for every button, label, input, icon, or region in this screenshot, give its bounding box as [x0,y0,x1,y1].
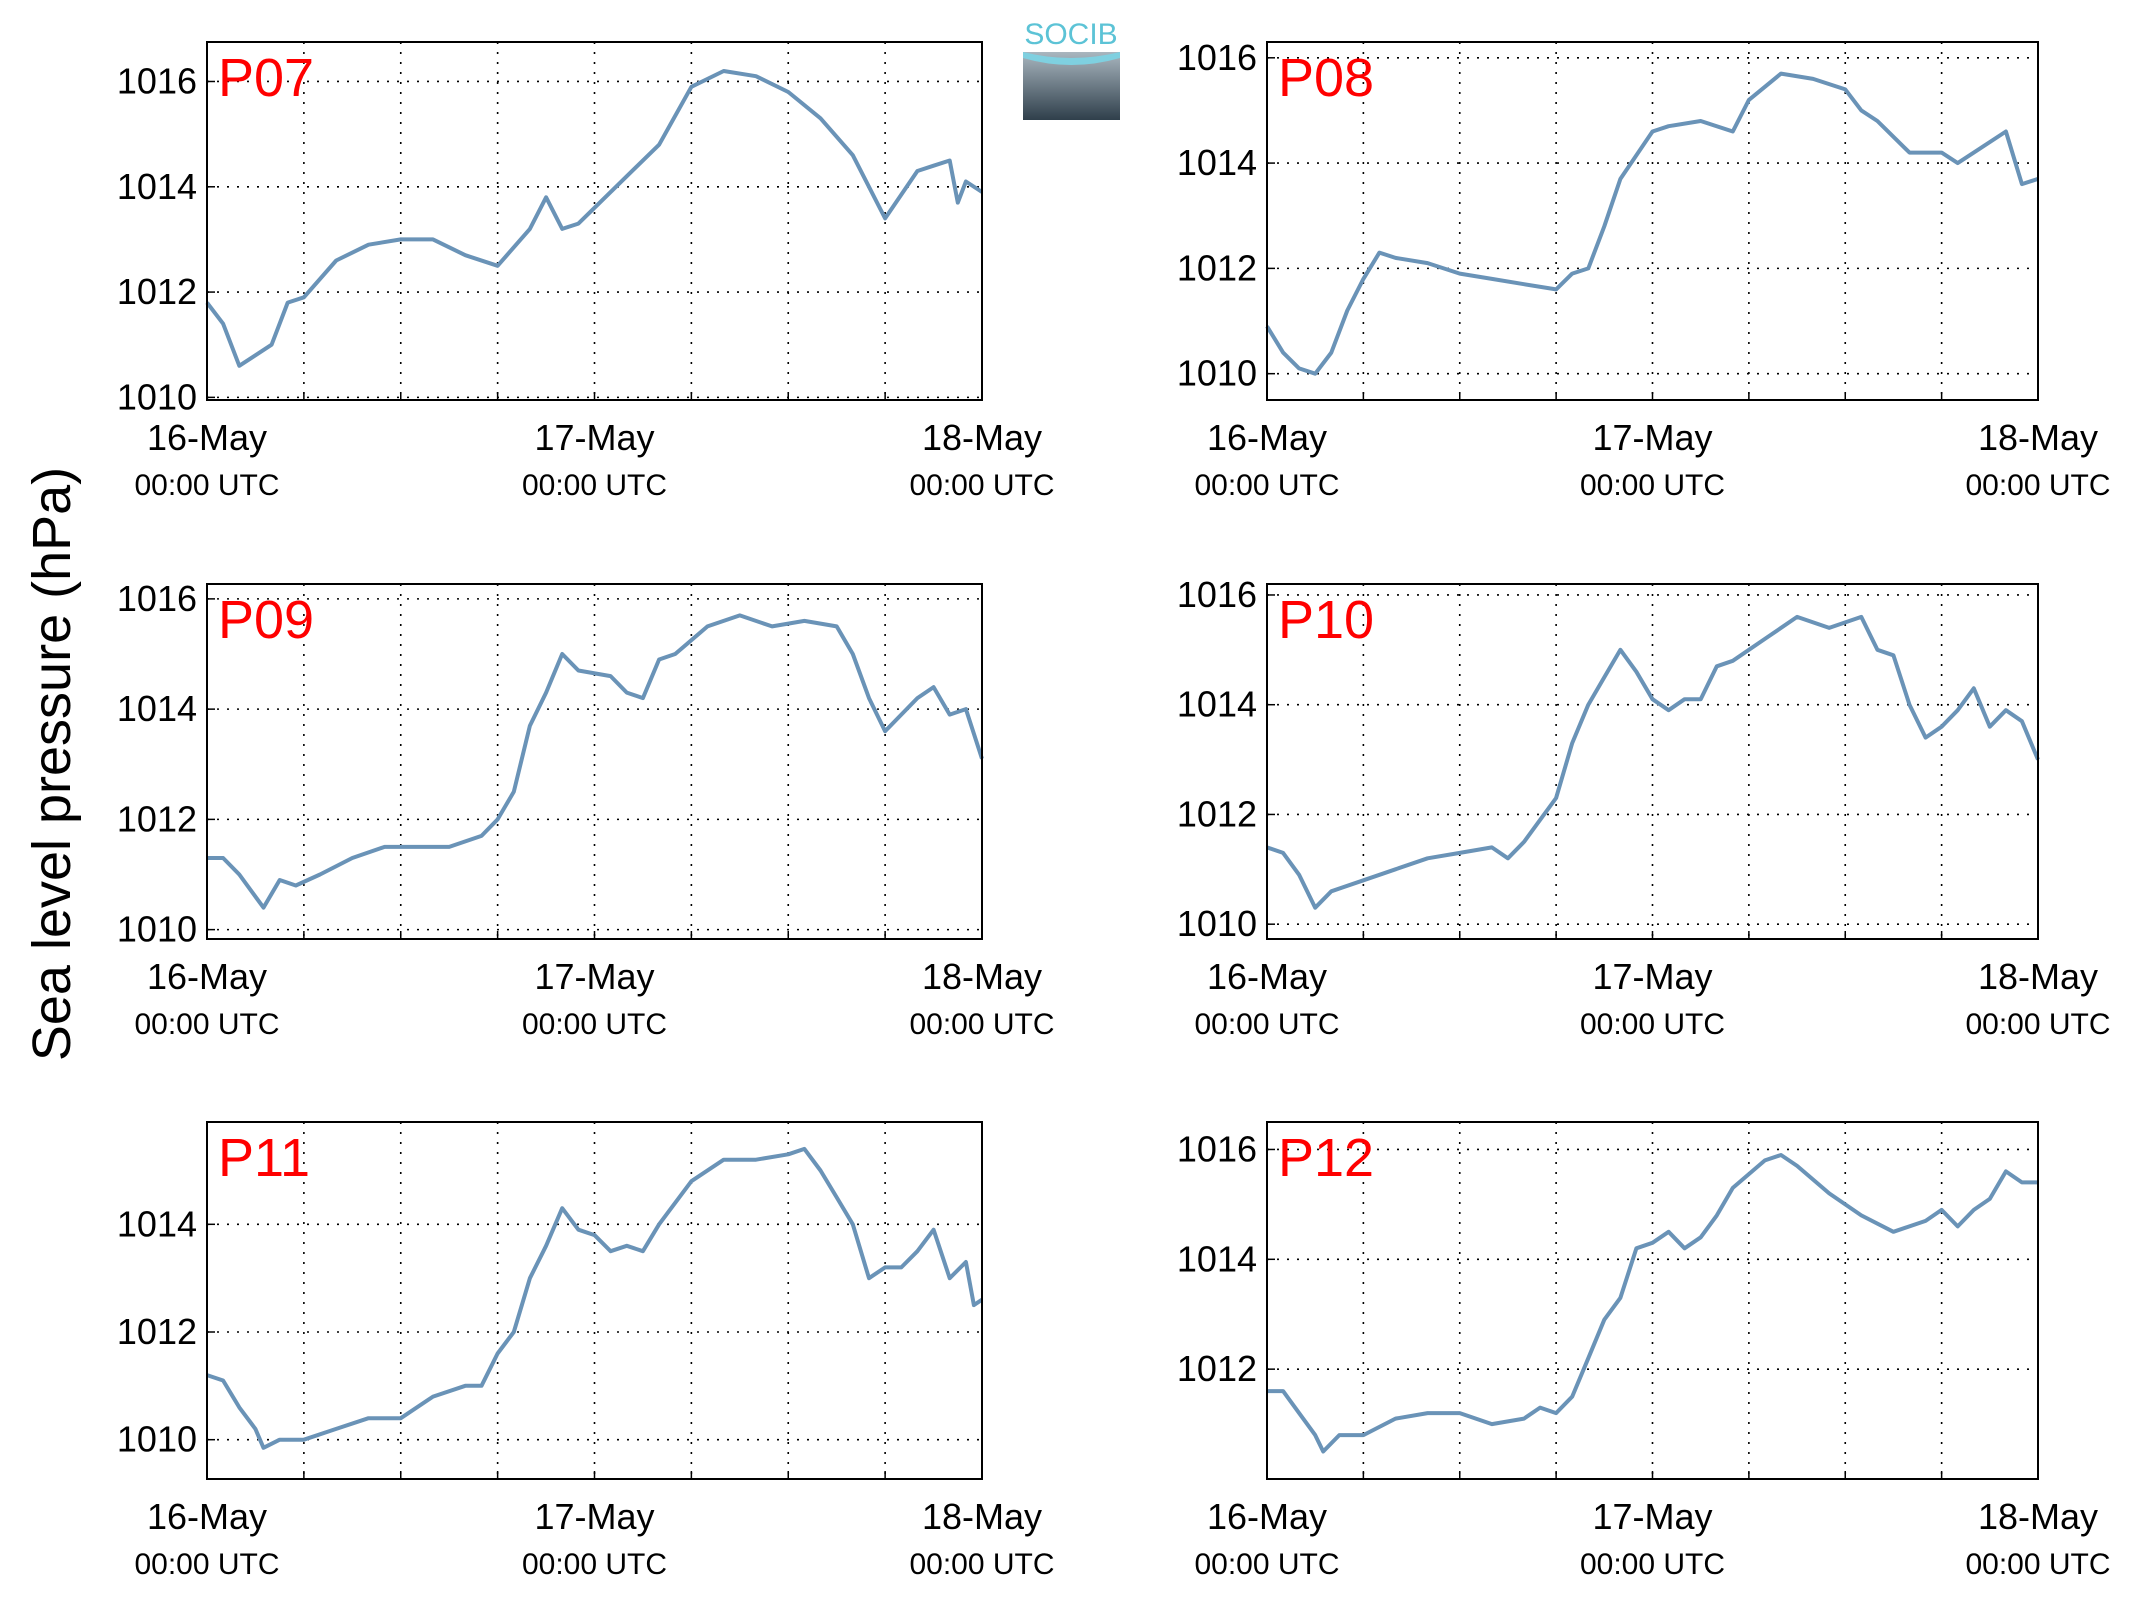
x-tick-label: 16-May 00:00 UTC [1194,417,1339,502]
axes-frame [1266,41,2039,401]
x-tick-label: 17-May 00:00 UTC [522,956,667,1041]
x-tick-label: 18-May 00:00 UTC [909,417,1054,502]
axes-frame [206,583,983,940]
data-line [206,1146,984,1450]
y-tick-label: 1016 [117,60,197,101]
data-line [1265,71,2039,376]
x-tick-label: 17-May 00:00 UTC [1580,956,1725,1041]
y-tick-label: 1010 [117,1419,197,1460]
panel: 1010 1012 1014 16-May 00:00 UTC 17-May 00:00 U… [117,1121,1055,1581]
panel-title: P10 [1278,590,1374,650]
x-tick-label: 17-May 00:00 UTC [1580,417,1725,502]
x-tick-label: 18-May 00:00 UTC [1965,1496,2110,1581]
data-line [1267,1153,2038,1454]
panel-title: P07 [218,48,314,108]
y-tick-label: 1012 [1177,1348,1257,1389]
y-tick-label: 1016 [1177,1128,1257,1169]
x-tick-label: 17-May 00:00 UTC [522,417,667,502]
x-tick-label: 18-May 00:00 UTC [909,956,1054,1041]
plot-area [207,1122,982,1479]
y-tick-label: 1016 [117,578,197,619]
x-tick-label: 18-May 00:00 UTC [909,1496,1054,1581]
x-tick-label: 17-May 00:00 UTC [522,1496,667,1581]
y-tick-label: 1012 [117,1311,197,1352]
y-tick-label: 1014 [1177,684,1257,725]
logo: SOCIB [1023,18,1120,120]
axes-frame [206,41,983,401]
plot-area [207,584,982,939]
data-line [207,613,984,910]
y-tick-label: 1014 [117,1203,197,1244]
y-tick-label: 1016 [1177,574,1257,615]
panel-title: P12 [1278,1128,1374,1188]
axes-frame [206,1121,983,1480]
y-tick-label: 1014 [1177,142,1257,183]
y-tick-label: 1010 [117,909,197,950]
panel: 1012 1014 1016 16-May 00:00 UTC 17-May 00:00 U… [1177,1121,2111,1581]
data-line [1266,614,2040,910]
plot-area [1267,584,2038,939]
y-tick-label: 1012 [117,798,197,839]
y-tick-label: 1010 [1177,903,1257,944]
y-tick-label: 1010 [117,376,197,417]
y-tick-label: 1014 [117,688,197,729]
y-tick-label: 1012 [1177,247,1257,288]
plot-area [1267,42,2038,400]
y-tick-label: 1010 [1177,353,1257,394]
data-line [205,69,984,368]
x-tick-label: 16-May 00:00 UTC [134,1496,279,1581]
panel: 1010 1012 1014 1016 16-May 00:00 UTC 17-May 00:… [117,41,1055,502]
x-tick-label: 16-May 00:00 UTC [1194,956,1339,1041]
axes-frame [1266,1121,2039,1480]
y-tick-label: 1014 [1177,1238,1257,1279]
plot-area [207,42,982,400]
x-tick-label: 16-May 00:00 UTC [134,417,279,502]
x-tick-label: 16-May 00:00 UTC [134,956,279,1041]
panel-title: P09 [218,590,314,650]
panel: 1010 1012 1014 1016 16-May 00:00 UTC 17-May 00:… [1177,37,2111,502]
y-axis-label: Sea level pressure (hPa) [22,467,82,1061]
logo-text: SOCIB [1024,18,1117,51]
x-tick-label: 18-May 00:00 UTC [1965,956,2110,1041]
logo-wave [1023,52,1120,65]
x-tick-label: 18-May 00:00 UTC [1965,417,2110,502]
x-tick-label: 16-May 00:00 UTC [1194,1496,1339,1581]
y-tick-label: 1016 [1177,37,1257,78]
y-tick-label: 1012 [1177,793,1257,834]
y-tick-label: 1014 [117,166,197,207]
x-tick-label: 17-May 00:00 UTC [1580,1496,1725,1581]
panel-title: P11 [218,1128,310,1188]
panel: 1010 1012 1014 1016 16-May 00:00 UTC 17-May 00:… [117,578,1055,1041]
panel: 1010 1012 1014 1016 16-May 00:00 UTC 17-May 00:… [1177,574,2111,1041]
axes-frame [1266,583,2039,940]
y-tick-label: 1012 [117,271,197,312]
panel-title: P08 [1278,48,1374,108]
